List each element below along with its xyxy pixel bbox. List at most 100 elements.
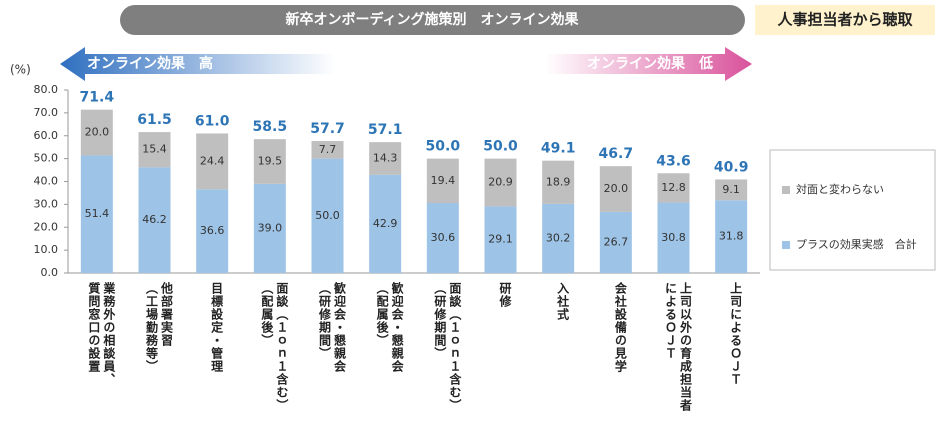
x-tick-label-line: （配属後）: [375, 282, 390, 347]
y-tick-label: 50.0: [34, 152, 59, 165]
data-label: 31.8: [719, 230, 744, 243]
legend-swatch: [782, 186, 790, 194]
total-label: 61.0: [195, 113, 230, 129]
arrow-high: [60, 47, 335, 81]
bar-segment: [542, 203, 575, 273]
y-tick-label: 70.0: [34, 106, 59, 119]
x-tick-label: 面談（１ｏｎ１含む） （研修期間）: [432, 282, 462, 412]
data-label: 36.6: [200, 224, 225, 237]
bar-segment: [311, 141, 344, 159]
y-tick-label: 10.0: [34, 243, 59, 256]
bar-segment: [542, 160, 575, 204]
x-tick-label-line: 面談（１ｏｎ１含む）: [447, 282, 462, 412]
x-tick-label-line: 上司によるＯＪＴ: [728, 282, 743, 386]
bar-segment: [657, 173, 690, 203]
bar-segment: [369, 174, 402, 273]
x-tick-label-line: 上司以外の育成担当者: [678, 282, 693, 412]
x-tick-label-line: 会社設備の見学: [613, 282, 628, 373]
legend-swatch: [782, 241, 790, 249]
total-label: 50.0: [426, 139, 461, 155]
bar-segment: [484, 206, 517, 273]
x-tick-label-line: （配属後）: [259, 282, 274, 347]
data-label: 30.2: [546, 231, 571, 244]
legend: [769, 149, 936, 271]
y-tick-label: 40.0: [34, 175, 59, 188]
data-label: 30.8: [661, 231, 686, 244]
bar-segment: [253, 183, 286, 273]
bar-segment: [715, 200, 748, 273]
y-tick-label: 60.0: [34, 129, 59, 142]
x-tick-label: 目標設定・管理: [209, 282, 224, 373]
total-label: 40.9: [714, 159, 749, 175]
data-label: 30.6: [431, 231, 456, 244]
total-label: 46.7: [599, 146, 634, 162]
x-tick-label-line: 歓迎会・懇親会: [332, 282, 347, 373]
bar-segment: [138, 167, 171, 273]
total-label: 58.5: [253, 119, 288, 135]
data-label: 15.4: [142, 143, 167, 156]
annotation: オンライン効果 高: [87, 55, 213, 72]
x-tick-label-line: （工場勤務等）: [144, 282, 159, 373]
total-label: 43.6: [656, 153, 691, 169]
bar-segment: [138, 132, 171, 168]
bar-segment: [80, 155, 113, 273]
data-label: 20.0: [604, 182, 629, 195]
x-tick-label-line: （研修期間）: [432, 282, 447, 360]
total-label: 71.4: [80, 90, 115, 106]
bar-segment: [311, 158, 344, 273]
data-label: 9.1: [722, 183, 740, 196]
y-tick-label: 20.0: [34, 220, 59, 233]
data-label: 26.7: [604, 235, 629, 248]
x-tick-label-line: 質問窓口の設置: [86, 282, 101, 373]
x-tick-label-line: 面談（１ｏｎ１含む）: [274, 282, 289, 412]
x-tick-label-line: によるＯＪＴ: [663, 282, 678, 360]
x-tick-label: 上司以外の育成担当者 によるＯＪＴ: [663, 282, 693, 412]
total-label: 50.0: [483, 139, 518, 155]
bar-segment: [253, 139, 286, 184]
data-label: 14.3: [373, 152, 398, 165]
x-tick-label: 会社設備の見学: [612, 282, 627, 373]
bar-segment: [196, 133, 229, 190]
total-label: 61.5: [137, 112, 172, 128]
x-tick-label: 他部署実習 （工場勤務等）: [144, 282, 174, 373]
badge: 人事担当者から聴取: [777, 11, 913, 29]
x-tick-label-line: 歓迎会・懇親会: [390, 282, 405, 373]
y-tick-label: 30.0: [34, 197, 59, 210]
data-label: 39.0: [258, 221, 283, 234]
data-label: 29.1: [488, 233, 513, 246]
chart-title: 新卒オンボーディング施策別 オンライン効果: [285, 11, 579, 28]
data-label: 20.0: [85, 126, 110, 139]
x-tick-label-line: 業務外の相談員、: [101, 282, 116, 386]
total-label: 49.1: [541, 141, 576, 157]
data-label: 18.9: [546, 175, 571, 188]
bar-segment: [599, 211, 632, 273]
arrow-low: [545, 47, 752, 81]
title-bar: [120, 5, 745, 35]
x-tick-label-line: （研修期間）: [317, 282, 332, 360]
x-tick-label-line: 入社式: [555, 282, 570, 321]
data-label: 42.9: [373, 217, 398, 230]
bar-segment: [369, 142, 402, 175]
x-tick-label-line: 研修: [498, 282, 512, 308]
data-label: 50.0: [315, 209, 340, 222]
x-tick-label: 入社式: [555, 282, 570, 321]
total-label: 57.1: [368, 122, 403, 138]
data-label: 20.9: [488, 176, 513, 189]
bar-segment: [657, 202, 690, 273]
badge-box: [755, 5, 935, 35]
legend-label: プラスの効果実感 合計: [796, 237, 917, 251]
bar-segment: [715, 179, 748, 201]
data-label: 12.8: [661, 181, 686, 194]
x-tick-label: 業務外の相談員、 質問窓口の設置: [86, 282, 116, 386]
x-tick-label-line: 目標設定・管理: [209, 282, 224, 373]
data-label: 46.2: [142, 213, 167, 226]
x-tick-label-line: 他部署実習: [159, 282, 174, 347]
y-tick-label: 0.0: [41, 266, 59, 279]
bar-segment: [484, 158, 517, 207]
data-label: 19.5: [258, 154, 283, 167]
bar-segment: [426, 203, 459, 273]
x-tick-label: 面談（１ｏｎ１含む） （配属後）: [259, 282, 289, 412]
x-tick-label: 歓迎会・懇親会 （研修期間）: [317, 282, 347, 373]
